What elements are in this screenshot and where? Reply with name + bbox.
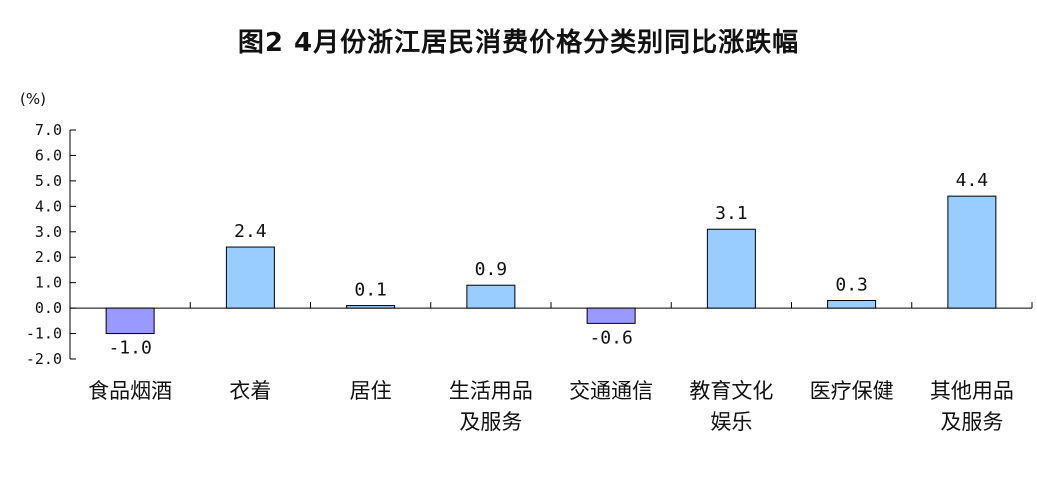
data-label: 4.4 <box>956 170 989 191</box>
x-category-label: 医疗保健 <box>810 379 894 403</box>
data-label: 0.1 <box>354 280 387 301</box>
bar <box>827 299 877 309</box>
y-tick-label: 5.0 <box>35 172 62 190</box>
y-tick-label: 4.0 <box>35 197 62 215</box>
data-label: 0.9 <box>475 259 508 280</box>
bar <box>346 305 396 309</box>
y-tick-label: 0.0 <box>35 299 62 317</box>
y-tick-label: 6.0 <box>35 146 62 164</box>
y-axis-unit: (%) <box>20 90 46 108</box>
x-category-label: 食品烟酒 <box>88 379 172 403</box>
x-category-label: 衣着 <box>229 379 271 403</box>
y-tick-label: -1.0 <box>26 325 62 343</box>
y-tick-label: 7.0 <box>35 121 62 139</box>
y-tick-label: 1.0 <box>35 274 62 292</box>
x-category-label: 及服务 <box>459 410 522 434</box>
y-tick-label: 3.0 <box>35 223 62 241</box>
x-category-label: 及服务 <box>940 410 1003 434</box>
x-category-label: 生活用品 <box>449 379 533 403</box>
data-label: -1.0 <box>108 338 151 359</box>
x-category-label: 教育文化 <box>689 379 773 403</box>
data-label: 3.1 <box>715 203 748 224</box>
data-label: 0.3 <box>835 274 868 295</box>
x-category-label: 交通通信 <box>569 379 653 403</box>
x-category-label: 娱乐 <box>710 410 752 434</box>
y-tick-label: -2.0 <box>26 350 62 368</box>
data-label: 2.4 <box>234 221 267 242</box>
bar <box>706 228 756 309</box>
bar <box>225 246 275 309</box>
bar <box>586 307 636 324</box>
chart-title: 图2 4月份浙江居民消费价格分类别同比涨跌幅 <box>237 28 800 58</box>
x-category-label: 居住 <box>350 379 392 403</box>
bar <box>947 195 997 309</box>
y-tick-label: 2.0 <box>35 248 62 266</box>
data-label: -0.6 <box>589 327 632 348</box>
x-category-label: 其他用品 <box>930 379 1014 403</box>
bar <box>105 307 155 335</box>
bar <box>466 284 516 309</box>
